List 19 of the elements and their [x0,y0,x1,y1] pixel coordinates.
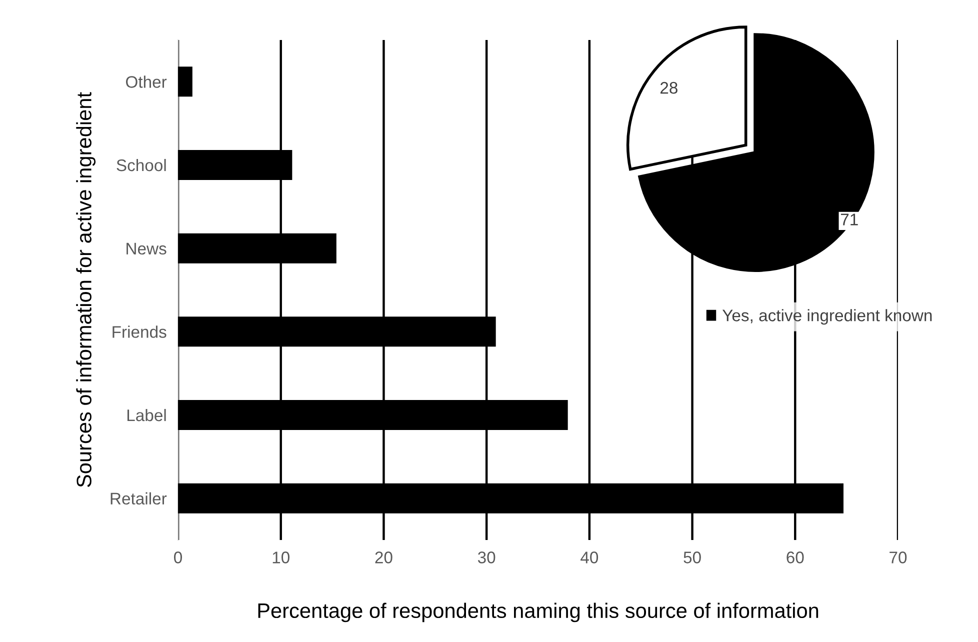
x-tick-label: 10 [272,552,290,564]
data-label: 71 [840,214,858,226]
legend-label: Yes, active ingredient known [722,309,932,325]
y-tick-label: Retailer [110,492,167,505]
y-axis-title: Sources of information for active ingredient [76,92,96,488]
data-label: 28 [660,82,678,94]
x-tick-label: 50 [684,552,701,564]
y-tick-label: Friends [112,326,166,338]
y-tick-label: Label [127,408,166,422]
x-tick-label: 30 [478,552,496,564]
x-tick-label: 0 [174,552,182,564]
x-axis-title: Percentage of respondents naming this source of information [258,602,818,622]
y-tick-label: School [116,158,166,172]
y-tick-label: News [126,242,166,255]
y-tick-label: Other [126,76,167,88]
x-tick-label: 70 [890,552,907,564]
x-tick-label: 20 [375,552,392,564]
x-tick-label: 60 [786,552,804,564]
x-tick-label: 40 [580,552,598,564]
